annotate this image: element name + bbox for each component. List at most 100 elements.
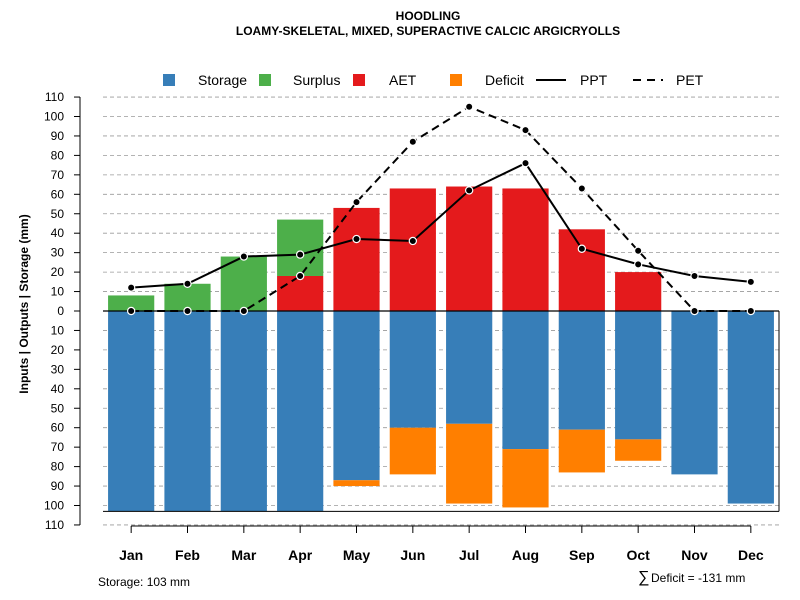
x-tick-label-jan: Jan [119,547,143,563]
pet-point-oct [633,246,643,255]
x-axis: Jan Feb Mar Apr May Jun Jul Aug Sep Oct Nov Dec [119,525,764,563]
legend-deficit-label: Deficit [485,72,524,88]
ppt-point-jul [464,186,474,195]
ppt-point-jan [126,283,136,292]
pet-point-sep [577,184,587,193]
bars [103,186,780,512]
legend-aet-swatch [353,74,365,86]
legend-surplus-swatch [259,74,271,86]
storage-bar-mar [220,311,267,512]
y-axis: 1101009080706050403020100102030405060708… [44,90,81,532]
legend-ppt-label: PPT [580,72,608,88]
storage-note: Storage: 103 mm [98,575,190,589]
deficit-bar-aug [502,449,549,508]
ppt-point-may [352,234,361,244]
y-tick-label: 40 [51,382,65,396]
aet-bar-jul [446,186,493,311]
storage-bar-apr [277,311,324,512]
x-tick-label-sep: Sep [569,547,595,563]
aet-bar-sep [558,229,605,311]
deficit-bar-may [333,480,380,487]
pet-point-jul [464,102,474,111]
deficit-note: Deficit = -131 mm [651,571,745,585]
pet-point-dec [746,306,756,316]
x-tick-label-may: May [343,547,370,563]
x-tick-label-mar: Mar [231,547,256,563]
y-tick-label: 10 [51,323,65,337]
y-tick-label: 80 [51,148,65,162]
y-tick-label: 100 [44,110,64,124]
ppt-point-sep [577,244,587,253]
x-tick-label-aug: Aug [512,547,539,563]
y-tick-label: 20 [51,265,65,279]
grid [103,96,779,526]
legend: Storage Surplus AET Deficit PPT PET [163,72,704,88]
y-tick-label: 0 [57,304,64,318]
y-tick-label: 10 [51,285,65,299]
x-tick-label-jun: Jun [400,547,425,563]
ppt-point-oct [633,260,643,269]
storage-bar-jul [446,311,493,424]
pet-point-mar [239,306,249,316]
pet-point-jan [126,306,136,316]
deficit-bar-jun [389,427,436,475]
surplus-bar-jan [108,295,155,311]
y-tick-label: 60 [51,187,65,201]
legend-storage-swatch [163,74,175,86]
aet-bar-may [333,207,380,311]
ppt-line [131,161,751,289]
pet-point-feb [183,306,192,316]
x-tick-label-jul: Jul [459,547,479,563]
y-tick-label: 30 [51,362,65,376]
ppt-point-nov [690,271,699,281]
storage-bar-jun [389,311,436,428]
surplus-bar-apr [277,219,324,276]
y-axis-label: Inputs | Outputs | Storage (mm) [17,214,31,393]
x-tick-label-oct: Oct [626,547,650,563]
y-tick-label: 30 [51,246,65,260]
aet-bar-jun [389,188,436,311]
legend-storage-label: Storage [198,72,247,88]
y-tick-label: 80 [51,460,65,474]
y-tick-label: 110 [45,90,64,104]
aet-bar-oct [615,272,662,311]
aet-bar-aug [502,188,549,311]
legend-aet-label: AET [389,72,417,88]
storage-bar-aug [502,311,549,450]
ppt-point-apr [295,250,305,259]
pet-point-jun [408,137,418,146]
aet-bar-apr [277,275,324,311]
legend-deficit-swatch [450,74,462,86]
storage-bar-feb [164,311,211,512]
x-tick-label-dec: Dec [738,547,764,563]
storage-bar-dec [727,311,774,504]
ppt-point-aug [521,158,530,168]
y-tick-label: 90 [51,129,65,143]
lines [126,102,756,316]
y-tick-label: 70 [51,440,65,454]
pet-point-may [352,197,361,207]
chart-title: HOODLING [396,9,461,23]
ppt-point-mar [239,252,249,261]
surplus-bar-feb [164,283,211,311]
y-tick-label: 50 [51,207,65,221]
y-tick-label: 40 [51,226,65,240]
deficit-bar-sep [558,429,605,473]
storage-bar-sep [558,311,605,430]
y-tick-label: 70 [51,168,65,182]
y-tick-label: 90 [51,479,65,493]
y-tick-label: 50 [51,401,65,415]
pet-point-aug [521,125,530,135]
legend-pet-label: PET [676,72,704,88]
deficit-bar-oct [615,439,662,461]
ppt-point-feb [183,279,192,288]
deficit-bar-jul [446,423,493,504]
y-tick-label: 100 [44,499,64,513]
storage-bar-nov [671,311,718,475]
y-tick-label: 60 [51,421,65,435]
y-tick-label: 110 [45,518,64,532]
storage-bar-jan [108,311,155,512]
ppt-point-jun [408,236,418,246]
sum-icon: ∑ [638,569,649,586]
